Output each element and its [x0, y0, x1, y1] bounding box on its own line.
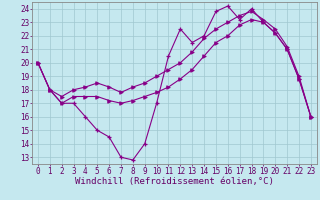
X-axis label: Windchill (Refroidissement éolien,°C): Windchill (Refroidissement éolien,°C) [75, 177, 274, 186]
